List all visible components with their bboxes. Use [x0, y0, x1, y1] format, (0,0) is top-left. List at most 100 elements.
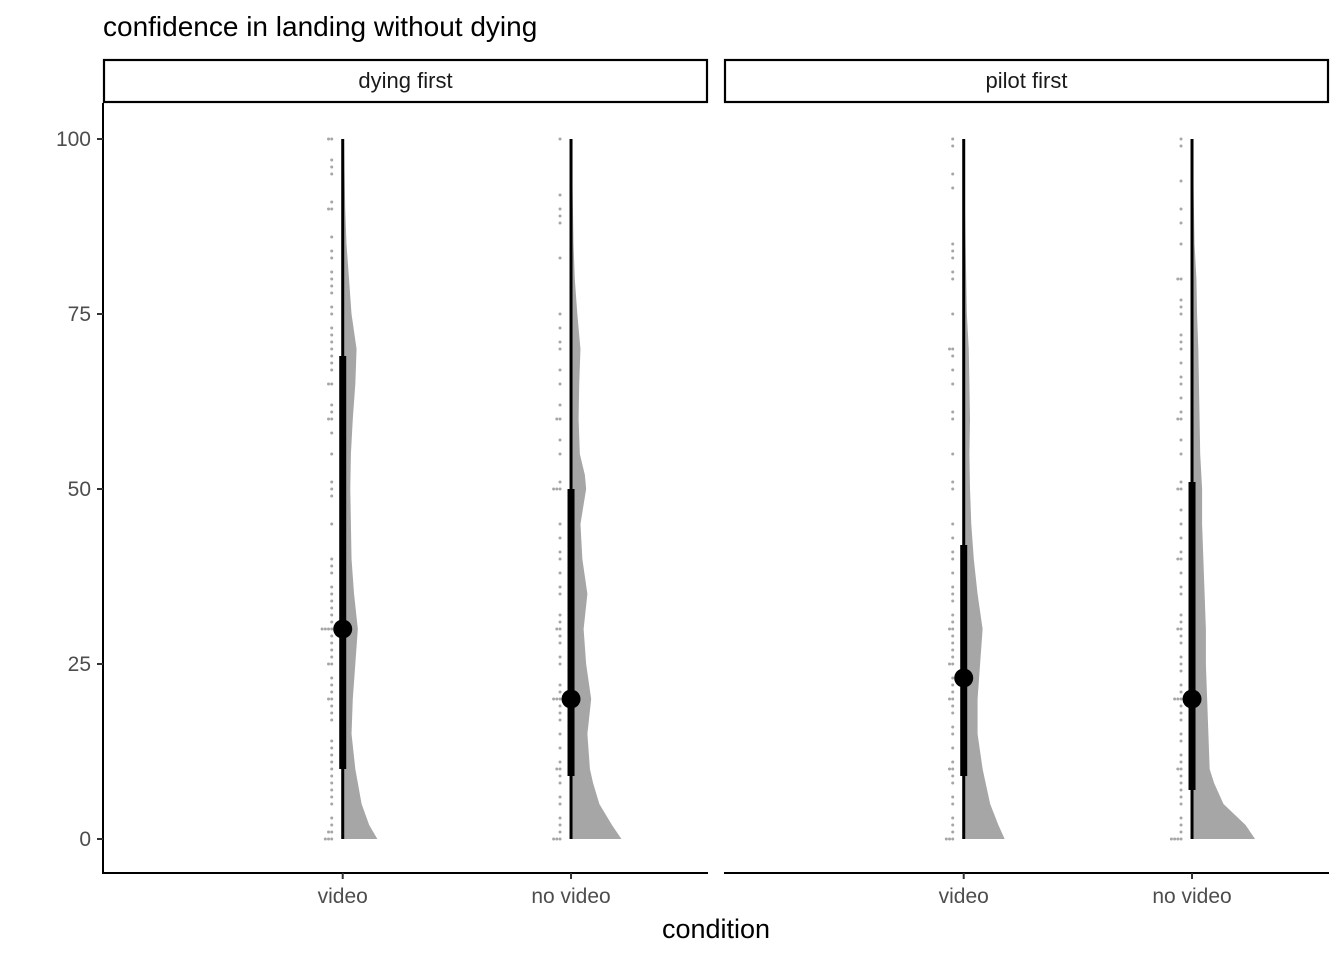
data-point [558, 571, 562, 575]
data-point [558, 816, 562, 820]
data-point [558, 795, 562, 799]
data-point [330, 767, 334, 771]
data-point [951, 571, 955, 575]
data-point [948, 767, 952, 771]
data-point [558, 403, 562, 407]
data-point [330, 172, 334, 176]
data-point [951, 487, 955, 491]
data-point [1179, 830, 1183, 834]
data-point [1179, 662, 1183, 666]
data-point [1179, 522, 1183, 526]
data-point [951, 270, 955, 274]
data-point [330, 235, 334, 239]
data-point [555, 837, 559, 841]
chart-title: confidence in landing without dying [103, 11, 537, 42]
data-point [951, 767, 955, 771]
data-point [330, 137, 334, 141]
data-point [1176, 557, 1180, 561]
data-point [1179, 634, 1183, 638]
data-point [558, 312, 562, 316]
data-point [558, 438, 562, 442]
data-point [558, 760, 562, 764]
data-point [558, 711, 562, 715]
data-point [1179, 144, 1183, 148]
data-point [327, 137, 331, 141]
data-point [330, 620, 334, 624]
data-point [951, 725, 955, 729]
data-point [558, 774, 562, 778]
data-point [327, 830, 331, 834]
data-point [1179, 536, 1183, 540]
data-point [1179, 508, 1183, 512]
data-point [951, 704, 955, 708]
data-point [1179, 382, 1183, 386]
data-point [1179, 697, 1183, 701]
data-point [330, 403, 334, 407]
data-point [1179, 137, 1183, 141]
data-point [558, 487, 562, 491]
data-point [558, 697, 562, 701]
data-point [951, 620, 955, 624]
data-point [1179, 641, 1183, 645]
data-point [951, 452, 955, 456]
data-point [330, 788, 334, 792]
data-point [951, 781, 955, 785]
data-point [1176, 697, 1180, 701]
data-point [951, 550, 955, 554]
data-point [951, 662, 955, 666]
data-point [951, 599, 955, 603]
data-point [558, 690, 562, 694]
data-point [1179, 627, 1183, 631]
y-tick-label: 75 [68, 303, 91, 326]
data-point [558, 592, 562, 596]
panel-marks [320, 137, 622, 841]
y-tick-label: 25 [68, 653, 91, 676]
data-point [330, 494, 334, 498]
data-point [951, 382, 955, 386]
y-tick-label: 50 [68, 478, 91, 501]
x-axis-title: condition [662, 914, 770, 944]
data-point [330, 368, 334, 372]
median-point [1182, 689, 1202, 709]
data-point [558, 382, 562, 386]
strip-background [723, 58, 1330, 104]
data-point [948, 347, 952, 351]
data-point [558, 823, 562, 827]
data-point [330, 305, 334, 309]
data-point [951, 480, 955, 484]
data-point [1179, 802, 1183, 806]
data-point [330, 774, 334, 778]
data-point [558, 536, 562, 540]
data-point [558, 522, 562, 526]
data-point [558, 613, 562, 617]
data-point [330, 802, 334, 806]
data-point [330, 207, 334, 211]
data-point [1179, 452, 1183, 456]
data-point [951, 242, 955, 246]
data-point [951, 249, 955, 253]
data-point [951, 655, 955, 659]
data-point [330, 347, 334, 351]
data-point [558, 683, 562, 687]
data-point [330, 641, 334, 645]
data-point [327, 662, 331, 666]
strip-label-pilot-first: pilot first [986, 68, 1068, 93]
data-point [1179, 375, 1183, 379]
data-point [330, 410, 334, 414]
data-point [330, 277, 334, 281]
data-point [330, 354, 334, 358]
data-point [1173, 837, 1177, 841]
data-point [951, 417, 955, 421]
density-video [342, 139, 378, 839]
data-point [330, 333, 334, 337]
data-point [558, 221, 562, 225]
data-point [323, 837, 327, 841]
data-point [330, 312, 334, 316]
data-point [951, 823, 955, 827]
data-point [558, 662, 562, 666]
data-point [330, 655, 334, 659]
data-point [951, 676, 955, 680]
data-point [330, 284, 334, 288]
data-point [330, 249, 334, 253]
data-point [558, 550, 562, 554]
